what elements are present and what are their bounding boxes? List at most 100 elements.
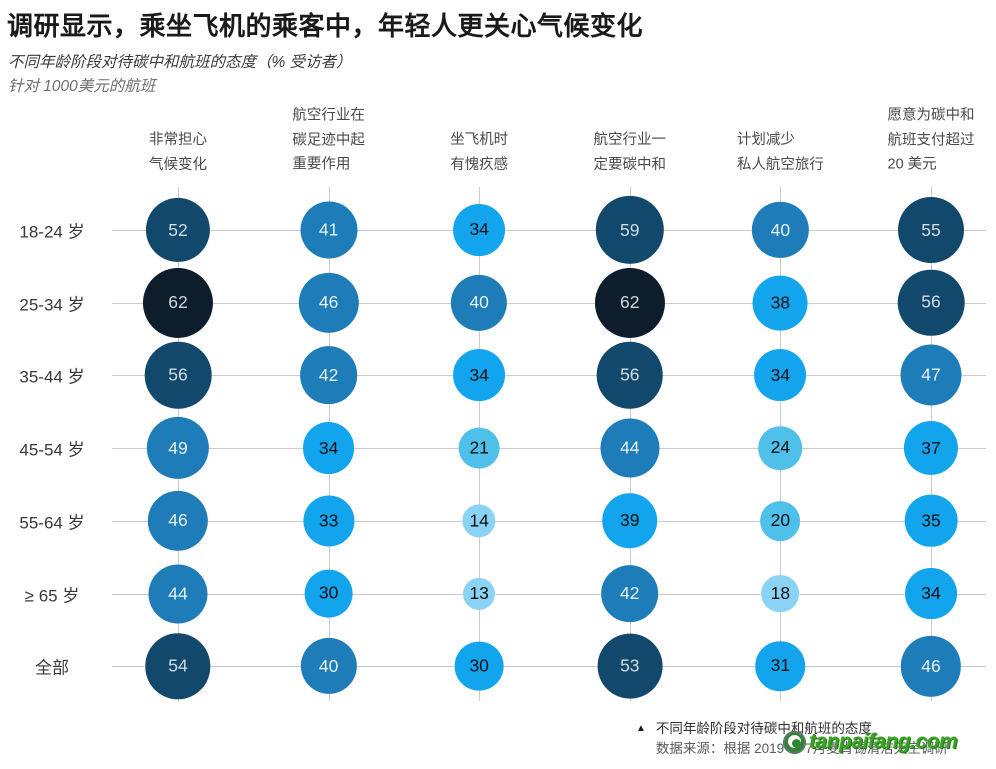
data-bubble: 42 <box>600 564 659 623</box>
bubble-value: 38 <box>770 292 791 313</box>
column-header-line: 计划减少 <box>736 132 795 148</box>
data-bubble: 40 <box>300 638 357 695</box>
bubble-value: 39 <box>620 510 640 531</box>
bubble-value: 41 <box>318 219 339 240</box>
column-header-line: 私人航空旅行 <box>736 156 824 173</box>
bubble-value: 56 <box>921 292 941 313</box>
bubble-value: 34 <box>921 582 941 603</box>
bubble-value: 40 <box>770 219 791 240</box>
data-bubble: 34 <box>453 204 506 256</box>
column-header-line: 航空行业在 <box>292 107 365 124</box>
data-bubble: 42 <box>299 346 358 405</box>
data-bubble: 52 <box>145 197 211 263</box>
bubble-value: 46 <box>318 292 339 313</box>
data-bubble: 46 <box>900 636 962 697</box>
data-bubble: 33 <box>303 495 355 547</box>
data-bubble: 37 <box>903 421 959 476</box>
column-header-line: 愿意为碳中和 <box>887 107 975 124</box>
data-bubble: 53 <box>597 633 663 699</box>
column-header: 航空行业一 定要碳中和 <box>594 128 667 177</box>
data-bubble: 34 <box>302 422 355 475</box>
row-label: 45-54 岁 <box>19 440 85 460</box>
data-bubble: 39 <box>602 493 658 549</box>
column-header-line: 定要碳中和 <box>593 156 667 173</box>
bubble-value: 20 <box>770 510 791 531</box>
data-bubble: 34 <box>453 349 506 402</box>
bubble-value: 34 <box>318 437 339 458</box>
data-bubble: 46 <box>147 490 209 551</box>
bubble-value: 34 <box>770 364 791 385</box>
data-bubble: 34 <box>754 349 807 402</box>
bubble-value: 47 <box>921 364 941 385</box>
data-bubble: 46 <box>298 272 359 333</box>
bubble-value: 56 <box>168 364 188 385</box>
grid-row-line <box>112 448 986 450</box>
column-header: 愿意为碳中和 航班支付超过 20 美元 <box>888 104 975 178</box>
bubble-value: 49 <box>168 437 188 458</box>
column-header-line: 20 美元 <box>887 156 937 173</box>
bubble-value: 62 <box>620 292 640 313</box>
row-label: 55-64 岁 <box>19 513 85 533</box>
bubble-value: 13 <box>469 582 489 603</box>
bubble-value: 14 <box>469 510 489 531</box>
triangle-marker-icon: ▲ <box>636 723 646 734</box>
bubble-value: 46 <box>168 510 188 531</box>
bubble-value: 33 <box>318 510 339 531</box>
row-label: 25-34 岁 <box>19 295 85 315</box>
data-bubble: 56 <box>596 342 664 409</box>
bubble-value: 34 <box>469 219 489 240</box>
bubble-value: 42 <box>620 582 640 603</box>
column-header: 坐飞机时 有愧疚感 <box>450 128 508 177</box>
bubble-value: 21 <box>469 437 489 458</box>
data-bubble: 55 <box>898 197 964 263</box>
bubble-value: 54 <box>168 655 188 676</box>
grid-row-line <box>112 375 986 377</box>
data-bubble: 41 <box>300 201 358 259</box>
data-bubble: 62 <box>594 267 665 338</box>
bubble-value: 56 <box>620 364 640 385</box>
data-bubble: 44 <box>148 563 208 624</box>
watermark: tanpaifang.com <box>783 730 958 754</box>
data-bubble: 35 <box>904 494 958 548</box>
data-bubble: 20 <box>760 500 801 541</box>
bubble-value: 18 <box>770 583 791 603</box>
data-bubble: 24 <box>758 426 803 470</box>
column-header-line: 非常担心 <box>149 132 207 148</box>
bubble-value: 31 <box>770 655 791 676</box>
data-bubble: 14 <box>462 504 496 538</box>
column-header: 航空行业在碳足迹中起重要作用 <box>292 104 365 178</box>
bubble-value: 44 <box>620 437 640 458</box>
data-bubble: 54 <box>145 633 211 699</box>
tanpaifang-logo-icon <box>783 730 806 754</box>
data-bubble: 44 <box>600 418 660 478</box>
bubble-value: 30 <box>469 655 489 676</box>
column-header-line: 碳足迹中起 <box>292 132 365 148</box>
watermark-text: tanpaifang.com <box>809 730 958 753</box>
bubble-value: 34 <box>469 364 489 385</box>
bubble-value: 55 <box>921 219 941 240</box>
bubble-value: 35 <box>921 510 941 531</box>
data-bubble: 59 <box>595 195 664 265</box>
bubble-value: 40 <box>318 655 339 676</box>
data-bubble: 21 <box>458 427 500 469</box>
data-bubble: 56 <box>897 269 965 336</box>
grid-row-line <box>112 593 986 595</box>
data-bubble: 18 <box>761 574 800 613</box>
chart-subtitle: 不同年龄阶段对待碳中和航班的态度（% 受访者） <box>8 54 352 71</box>
data-bubble: 49 <box>146 416 210 480</box>
bubble-value: 53 <box>620 655 640 676</box>
bubble-value: 42 <box>318 364 339 385</box>
bubble-value: 52 <box>168 219 188 240</box>
column-header: 计划减少私人航空旅行 <box>737 128 824 177</box>
column-header: 非常担心 气候变化 <box>149 128 207 177</box>
data-bubble: 13 <box>463 577 496 610</box>
column-header-line: 重要作用 <box>292 156 351 173</box>
bubble-value: 46 <box>921 655 941 676</box>
row-label: 全部 <box>35 658 69 678</box>
data-bubble: 34 <box>905 567 957 620</box>
bubble-value: 24 <box>770 437 791 458</box>
column-header-line: 有愧疚感 <box>450 156 509 173</box>
bubble-value: 40 <box>469 292 489 313</box>
bubble-value: 37 <box>921 437 941 458</box>
